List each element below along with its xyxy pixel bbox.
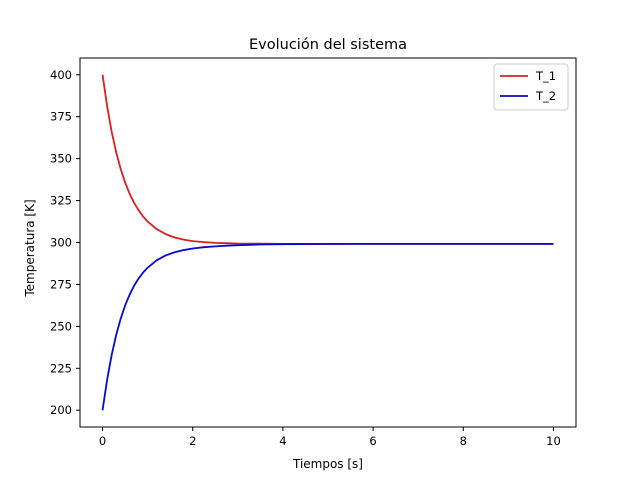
y-tick-label: 200 <box>50 403 72 417</box>
y-axis-label: Temperatura [K] <box>23 199 37 297</box>
x-tick-label: 0 <box>99 434 106 448</box>
legend-label: T_1 <box>535 69 556 83</box>
y-tick-label: 325 <box>50 194 72 208</box>
legend-box <box>493 63 569 111</box>
y-tick-label: 350 <box>50 152 72 166</box>
y-tick-label: 300 <box>50 236 72 250</box>
legend: T_1T_2 <box>493 63 569 111</box>
y-tick-label: 250 <box>50 319 72 333</box>
x-tick-label: 10 <box>546 434 561 448</box>
y-tick-label: 400 <box>50 68 72 82</box>
legend-label: T_2 <box>535 89 556 103</box>
y-tick-label: 275 <box>50 277 72 291</box>
y-tick-label: 375 <box>50 110 72 124</box>
x-tick-label: 2 <box>189 434 196 448</box>
axes: 0 2 4 6 8 10 200 225 250 275 300 325 350 375 400 <box>50 57 577 448</box>
x-tick-label: 6 <box>369 434 376 448</box>
x-tick-label: 4 <box>279 434 286 448</box>
chart-title: Evolución del sistema <box>249 37 407 53</box>
y-tick-label: 225 <box>50 361 72 375</box>
plot-area <box>101 74 554 411</box>
series-line-t-2 <box>101 242 554 411</box>
x-tick-label: 8 <box>460 434 467 448</box>
x-axis-label: Tiempos [s] <box>292 457 363 471</box>
